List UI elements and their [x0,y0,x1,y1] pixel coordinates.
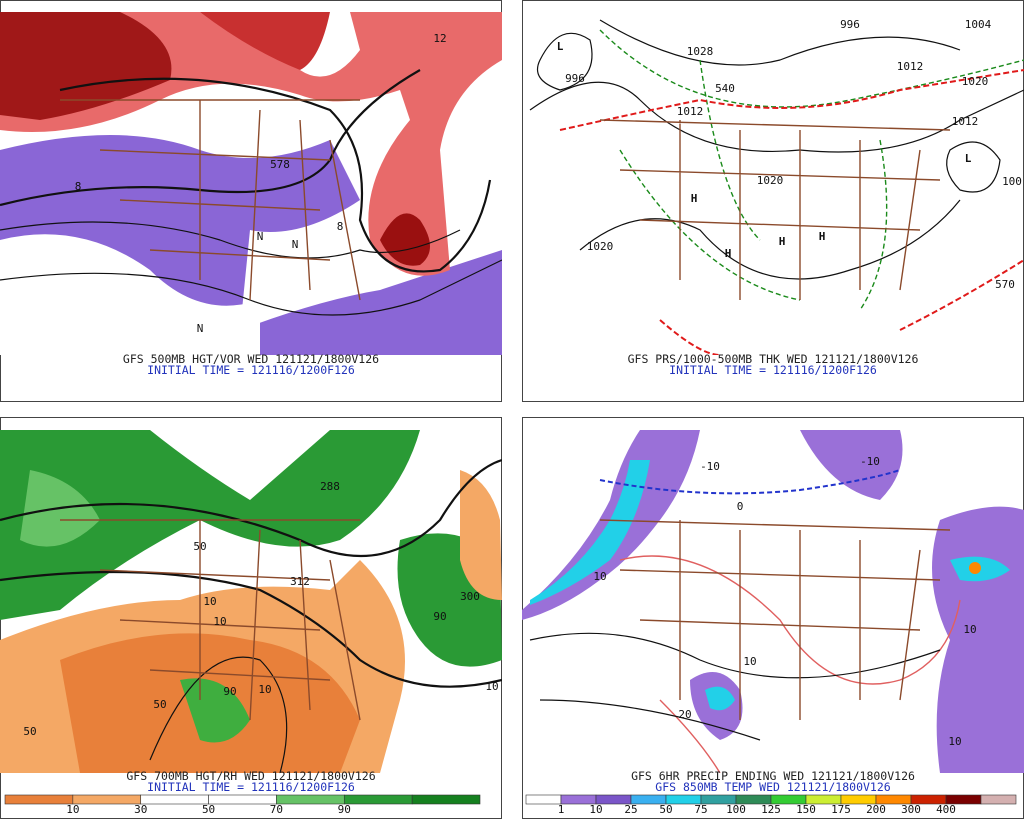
contour-label: 10 [948,735,961,748]
colorbar-label: 25 [624,803,637,816]
contour-label: 8 [337,220,344,233]
contour-label: 1028 [687,45,714,58]
colorbar-label: 400 [936,803,956,816]
colorbar-label: 1 [558,803,565,816]
colorbar-label: 90 [338,803,351,816]
colorbar-swatch [343,794,413,805]
colorbar-label: 10 [66,803,79,816]
contour-label: 10 [485,680,498,693]
colorbar-swatch [276,794,345,805]
colorbar-label: 70 [270,803,283,816]
contour-label: 100 [1002,175,1022,188]
contour-label: 50 [23,725,36,738]
contour-label: 50 [153,698,166,711]
colorbar-swatch [980,794,1017,805]
colorbar-swatch [411,794,481,805]
contour-label: 0 [737,500,744,513]
colorbar-label: 200 [866,803,886,816]
colorbar-label: 300 [901,803,921,816]
colorbar-label: 50 [659,803,672,816]
contour-label: 1020 [962,75,989,88]
colorbar-swatch [208,794,277,805]
colorbar-swatch [4,794,74,805]
map-title: GFS 500MB HGT/VOR WED 121121/1800V126 [123,352,379,366]
map-title: GFS PRS/1000-500MB THK WED 121121/1800V1… [628,352,919,366]
map-subtitle: GFS 850MB TEMP WED 121121/1800V126 [655,780,890,794]
contour-label: 1012 [897,60,924,73]
colorbar-label: 150 [796,803,816,816]
map-pressure [529,19,1024,355]
colorbar-label: 30 [134,803,147,816]
contour-label: 300 [460,590,480,603]
contour-label: 570 [995,278,1015,291]
contour-label: H [819,230,826,243]
contour-label: L [557,40,564,53]
map-title: GFS 700MB HGT/RH WED 121121/1800V126 [126,769,375,783]
contour-label: 1012 [677,105,704,118]
contour-label: 12 [433,32,446,45]
contour-label: H [725,247,732,260]
map-700mb [0,430,502,773]
colorbar-label: 10 [589,803,602,816]
contour-label: N [292,238,299,251]
contour-label: 10 [258,683,271,696]
colorbar-swatch [140,794,209,805]
colorbar-label: 75 [694,803,707,816]
contour-label: 10 [963,623,976,636]
contour-label: 578 [270,158,290,171]
map-subtitle: INITIAL TIME = 121116/1200F126 [669,363,877,377]
contour-label: L [965,152,972,165]
contour-label: 1012 [952,115,979,128]
contour-label: 20 [678,708,691,721]
contour-label: 312 [290,575,310,588]
contour-label: 50 [193,540,206,553]
map-subtitle: INITIAL TIME = 121116/1200F126 [147,363,355,377]
map-subtitle: INITIAL TIME = 121116/1200F126 [147,780,355,794]
contour-label: H [779,235,786,248]
contour-label: 1004 [965,18,992,31]
contour-label: H [691,192,698,205]
contour-label: N [257,230,264,243]
contour-label: 10 [213,615,226,628]
colorbar-swatch [72,794,142,805]
contour-label: 90 [433,610,446,623]
contour-label: 1020 [587,240,614,253]
contour-label: 288 [320,480,340,493]
map-title: GFS 6HR PRECIP ENDING WED 121121/1800V12… [631,769,915,783]
contour-label: -10 [700,460,720,473]
contour-label: 10 [203,595,216,608]
colorbar-swatch [525,794,562,805]
contour-label: 8 [75,180,82,193]
contour-label: -10 [860,455,880,468]
colorbar-label: 100 [726,803,746,816]
map-500mb [0,12,502,355]
contour-label: 90 [223,685,236,698]
map-precip [522,430,1024,773]
contour-label: 996 [565,72,585,85]
contour-label: 10 [593,570,606,583]
contour-label: 10 [743,655,756,668]
contour-label: 1020 [757,174,784,187]
contour-label: 540 [715,82,735,95]
contour-label: N [197,322,204,335]
colorbar-label: 175 [831,803,851,816]
colorbar-label: 125 [761,803,781,816]
panel-frame [522,0,1024,402]
contour-label: 996 [840,18,860,31]
colorbar-label: 50 [202,803,215,816]
